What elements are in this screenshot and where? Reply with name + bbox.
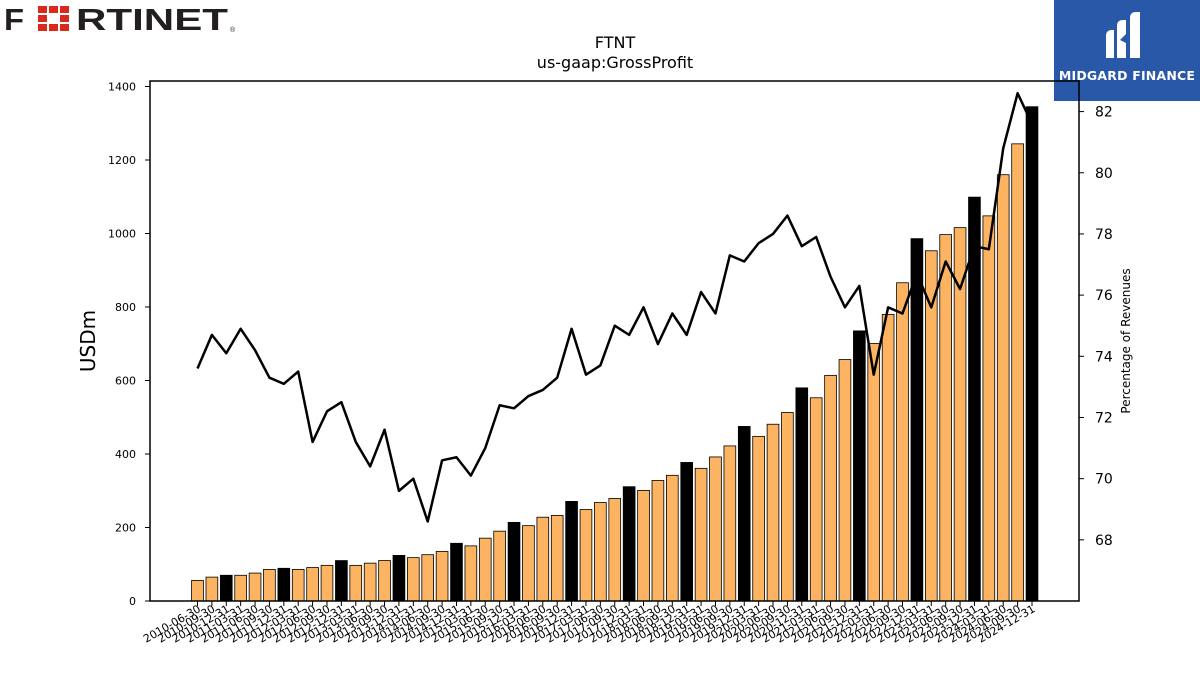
- bar-2024-09-30: [1011, 143, 1024, 602]
- bar-2022-09-30: [896, 282, 909, 602]
- bar-2021-12-31: [853, 330, 866, 602]
- y-tick-label: 1400: [108, 81, 136, 94]
- bar-2012-03-31: [291, 568, 305, 602]
- bar-2018-06-30: [651, 480, 665, 602]
- y2-tick-label: 82: [1095, 105, 1113, 121]
- y-axis-right: 68 70 72 74 76 78 80 82: [1079, 105, 1113, 549]
- bar-2015-06-30: [478, 537, 492, 602]
- y-axis-label: USDm: [76, 310, 100, 372]
- y-tick-label: 600: [115, 375, 136, 388]
- bar-2022-12-31: [910, 238, 924, 602]
- bar-2020-09-30: [781, 412, 794, 602]
- bar-2020-03-31: [752, 435, 765, 602]
- bar-2012-09-30: [320, 564, 334, 602]
- bar-2012-06-30: [306, 567, 319, 602]
- svg-text:F: F: [4, 4, 24, 34]
- bar-2024-03-31: [982, 215, 996, 602]
- bar-2013-03-31: [349, 564, 363, 602]
- bar-2014-03-31: [407, 557, 420, 602]
- bar-2014-09-30: [435, 550, 449, 602]
- bar-2013-06-30: [363, 562, 377, 602]
- bar-2011-03-31: [234, 574, 247, 602]
- bar-2015-03-31: [464, 545, 478, 602]
- bar-2016-06-30: [536, 516, 550, 602]
- svg-text:RTINET: RTINET: [76, 4, 228, 34]
- svg-text:®: ®: [230, 26, 236, 34]
- y-tick-label: 1000: [108, 228, 136, 241]
- chart-subtitle: us-gaap:GrossProfit: [537, 53, 693, 72]
- bar-2014-06-30: [421, 554, 435, 602]
- bar-2010-12-31: [219, 574, 233, 602]
- bar-2017-12-31: [622, 486, 636, 602]
- midgard-logo-mark: [1106, 12, 1140, 58]
- bar-2013-09-30: [378, 560, 391, 602]
- bar-2017-09-30: [608, 498, 622, 602]
- percentage-line: [196, 91, 1034, 523]
- bar-2018-03-31: [637, 489, 650, 602]
- bar-2021-06-30: [824, 374, 837, 602]
- y-tick-label: 1200: [108, 154, 136, 167]
- y2-tick-label: 78: [1095, 227, 1113, 243]
- y2-axis-label: Percentage of Revenues: [1119, 268, 1133, 413]
- y-tick-label: 0: [129, 595, 136, 608]
- bar-2016-03-31: [522, 525, 535, 602]
- midgard-brand-text: MIDGARD FINANCE: [1058, 68, 1196, 83]
- chart-title: FTNT: [595, 33, 636, 52]
- bar-2018-09-30: [666, 474, 679, 602]
- y-tick-label: 800: [115, 301, 136, 314]
- line-group: [196, 91, 1034, 523]
- fortinet-logo-mark: F RTINET ®: [4, 2, 236, 37]
- bar-2010-09-30: [205, 576, 219, 602]
- fortinet-logo: F RTINET ®: [4, 2, 236, 37]
- y2-tick-label: 68: [1095, 533, 1113, 549]
- bar-2015-12-31: [507, 521, 521, 602]
- bar-2017-06-30: [594, 502, 607, 602]
- bar-2012-12-31: [335, 560, 348, 602]
- bar-2016-09-30: [550, 514, 564, 602]
- y-axis-left: 0 200 400 600 800 1000 1200 1400: [108, 81, 150, 608]
- bar-2011-09-30: [263, 568, 276, 602]
- bar-2023-06-30: [939, 234, 952, 602]
- bar-2013-12-31: [392, 555, 406, 602]
- bar-2024-06-30: [996, 174, 1010, 602]
- bar-2019-03-31: [694, 467, 708, 602]
- bar-2015-09-30: [493, 530, 506, 602]
- bar-2010-06-30: [191, 580, 204, 602]
- bar-2024-12-31: [1025, 106, 1039, 602]
- bar-2022-03-31: [867, 342, 881, 602]
- y2-tick-label: 80: [1095, 166, 1113, 182]
- bar-2018-12-31: [680, 462, 693, 602]
- bar-2019-06-30: [709, 456, 722, 602]
- bar-2016-12-31: [565, 501, 578, 602]
- y2-tick-label: 72: [1095, 410, 1113, 426]
- bar-2022-06-30: [881, 313, 895, 602]
- bar-2019-09-30: [723, 445, 737, 602]
- bar-2011-06-30: [248, 572, 262, 602]
- y2-tick-label: 76: [1095, 288, 1113, 304]
- bar-2011-12-31: [277, 567, 291, 602]
- bar-2014-12-31: [450, 542, 463, 602]
- y2-tick-label: 70: [1095, 472, 1113, 488]
- y-tick-label: 200: [115, 522, 136, 535]
- bar-2020-06-30: [766, 423, 780, 602]
- y2-tick-label: 74: [1095, 349, 1113, 365]
- x-axis: 2010-06-302010-09-302010-12-312011-03-31…: [141, 601, 1038, 646]
- bar-group: [191, 106, 1039, 602]
- y-tick-label: 400: [115, 448, 136, 461]
- bar-2021-03-31: [809, 397, 823, 602]
- bar-2020-12-31: [795, 387, 809, 602]
- bar-2017-03-31: [579, 509, 593, 602]
- bar-2021-09-30: [838, 359, 852, 602]
- bar-2019-12-31: [737, 426, 751, 602]
